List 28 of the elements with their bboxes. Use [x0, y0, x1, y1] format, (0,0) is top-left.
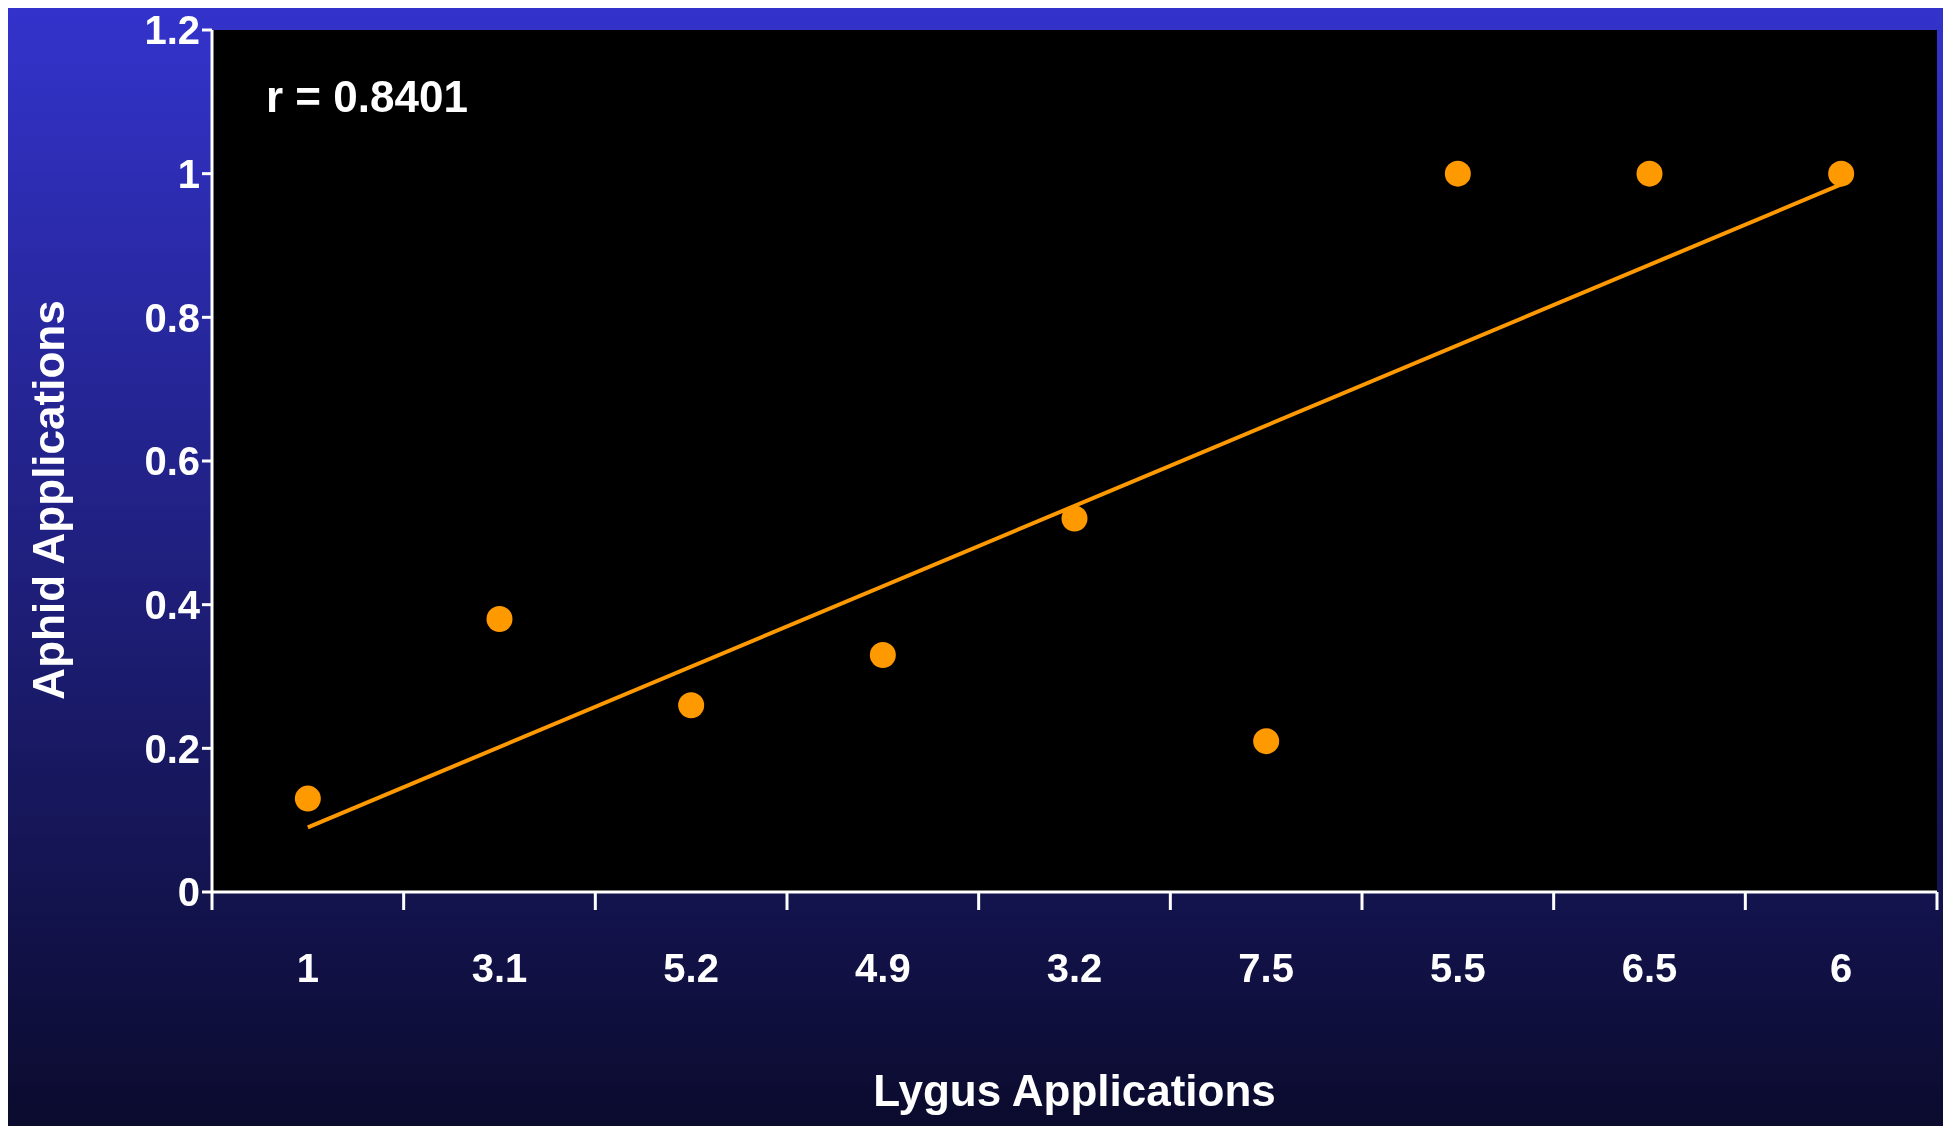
- x-tick-label: 1: [296, 946, 319, 990]
- x-tick-label: 4.9: [855, 946, 911, 990]
- x-axis-title: Lygus Applications: [873, 1066, 1276, 1115]
- point: [1061, 505, 1088, 532]
- point: [1444, 160, 1471, 187]
- x-tick-label: 3.1: [471, 946, 528, 990]
- point: [678, 692, 705, 719]
- y-tick-label: 0.2: [144, 726, 200, 771]
- point: [294, 785, 321, 812]
- y-tick-label: 0.6: [144, 439, 200, 484]
- point: [1636, 160, 1663, 187]
- x-tick-label: 3.2: [1046, 946, 1103, 990]
- x-tick-label: 5.5: [1430, 946, 1486, 990]
- y-tick-label: 0.8: [144, 295, 200, 340]
- x-tick-label: 6: [1830, 946, 1853, 990]
- y-tick-label: 1.2: [144, 8, 200, 53]
- y-axis-title: Aphid Applications: [24, 300, 73, 700]
- point: [486, 606, 513, 633]
- point: [1253, 728, 1280, 755]
- point: [1828, 160, 1855, 187]
- y-tick-label: 1: [177, 151, 200, 196]
- x-tick-label: 6.5: [1621, 946, 1678, 990]
- point: [869, 641, 896, 668]
- x-tick-label: 7.5: [1238, 946, 1294, 990]
- annotation: r = 0.8401: [266, 72, 468, 121]
- x-tick-label: 5.2: [663, 946, 719, 990]
- y-tick-label: 0: [177, 870, 200, 915]
- y-tick-label: 0.4: [144, 582, 201, 627]
